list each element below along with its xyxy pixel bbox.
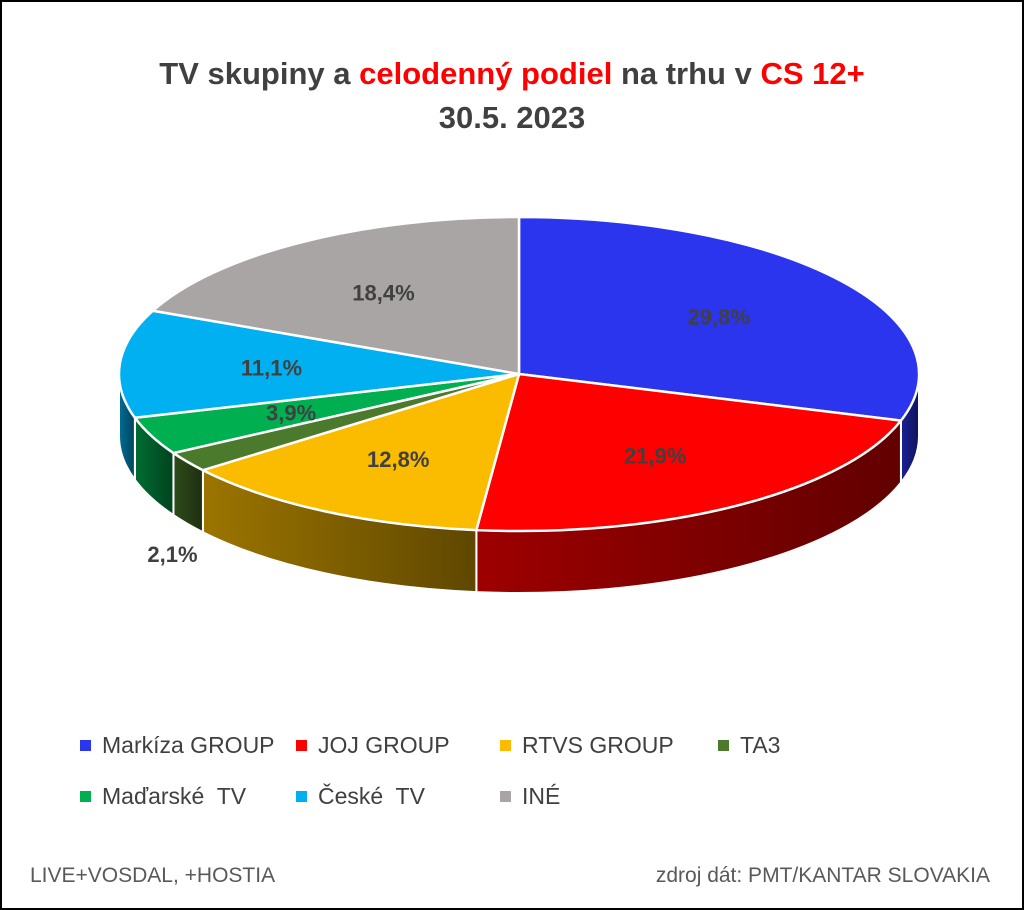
pie-slice-2 xyxy=(201,372,521,532)
data-label-0: 29,8% xyxy=(688,304,750,329)
pie-top xyxy=(117,215,921,533)
pie-slice-0 xyxy=(517,215,921,422)
title-accent2: CS 12+ xyxy=(760,56,865,91)
data-label-4: 3,9% xyxy=(266,400,316,425)
pie-slice-1 xyxy=(475,372,903,533)
data-label-2: 12,8% xyxy=(367,447,429,472)
title-part1: TV skupiny a xyxy=(159,56,360,91)
data-label-5: 11,1% xyxy=(241,356,302,381)
chart-title-line2: 30.5. 2023 xyxy=(438,100,586,135)
title-part2: na trhu v xyxy=(612,56,761,91)
pie-slice-5 xyxy=(117,309,521,420)
footer-note: LIVE+VOSDAL, +HOSTIA xyxy=(30,864,276,887)
pie-slice-6 xyxy=(151,215,521,376)
footer-source: zdroj dát: PMT/KANTAR SLOVAKIA xyxy=(655,864,990,887)
chart-title: TV skupiny a celodenný podiel na trhu v … xyxy=(2,52,1022,140)
pie-sides xyxy=(118,373,920,594)
pie-labels: 29,8% 21,9% 12,8% 2,1% 3,9% 11,1% 18,4% xyxy=(147,281,749,567)
chart-title-line1: TV skupiny a celodenný podiel na trhu v … xyxy=(2,52,1022,96)
data-label-1: 21,9% xyxy=(624,443,686,468)
title-accent1: celodenný podiel xyxy=(359,56,613,91)
data-label-6: 18,4% xyxy=(352,281,414,306)
data-label-3: 2,1% xyxy=(147,542,197,567)
